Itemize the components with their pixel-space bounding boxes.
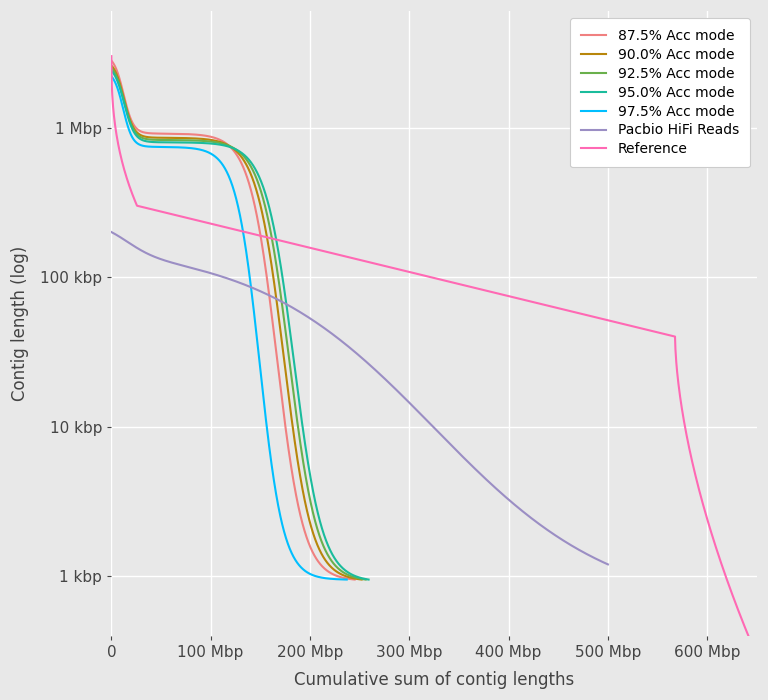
95.0% Acc mode — [133, 133, 142, 141]
92.5% Acc mode — [361, 575, 370, 584]
Line: 90.0% Acc mode: 90.0% Acc mode — [111, 65, 362, 580]
Pacbio HiFi Reads — [157, 256, 167, 264]
92.5% Acc mode — [219, 140, 228, 148]
Line: 95.0% Acc mode: 95.0% Acc mode — [111, 71, 369, 580]
95.0% Acc mode — [220, 141, 230, 150]
92.5% Acc mode — [305, 494, 314, 502]
97.5% Acc mode — [210, 152, 220, 160]
Line: 92.5% Acc mode: 92.5% Acc mode — [111, 68, 366, 580]
97.5% Acc mode — [268, 470, 277, 479]
Line: 87.5% Acc mode: 87.5% Acc mode — [111, 61, 355, 580]
Reference — [157, 207, 166, 216]
Pacbio HiFi Reads — [326, 328, 335, 337]
90.0% Acc mode — [217, 138, 227, 146]
92.5% Acc mode — [281, 330, 290, 338]
Pacbio HiFi Reads — [107, 228, 116, 237]
Line: 97.5% Acc mode: 97.5% Acc mode — [111, 76, 346, 580]
92.5% Acc mode — [107, 64, 116, 72]
90.0% Acc mode — [279, 349, 288, 357]
97.5% Acc mode — [131, 137, 140, 146]
Line: Pacbio HiFi Reads: Pacbio HiFi Reads — [111, 232, 608, 564]
Reference — [379, 261, 388, 270]
90.0% Acc mode — [132, 128, 141, 136]
Y-axis label: Contig length (log): Contig length (log) — [11, 246, 29, 401]
Reference — [472, 284, 481, 293]
X-axis label: Cumulative sum of contig lengths: Cumulative sum of contig lengths — [294, 671, 574, 689]
Reference — [403, 267, 412, 276]
90.0% Acc mode — [107, 61, 116, 69]
97.5% Acc mode — [107, 72, 116, 80]
87.5% Acc mode — [214, 135, 223, 143]
87.5% Acc mode — [296, 514, 306, 522]
90.0% Acc mode — [306, 522, 316, 531]
90.0% Acc mode — [302, 505, 311, 513]
97.5% Acc mode — [342, 575, 351, 584]
Reference — [183, 214, 192, 222]
Pacbio HiFi Reads — [503, 494, 512, 503]
87.5% Acc mode — [274, 367, 283, 375]
97.5% Acc mode — [290, 555, 300, 564]
92.5% Acc mode — [210, 138, 219, 146]
95.0% Acc mode — [307, 481, 316, 489]
95.0% Acc mode — [107, 66, 116, 75]
92.5% Acc mode — [310, 513, 319, 522]
95.0% Acc mode — [283, 312, 293, 321]
87.5% Acc mode — [350, 575, 359, 584]
Pacbio HiFi Reads — [448, 442, 457, 451]
97.5% Acc mode — [295, 561, 304, 569]
87.5% Acc mode — [205, 132, 214, 141]
87.5% Acc mode — [301, 530, 310, 538]
Pacbio HiFi Reads — [307, 316, 316, 324]
95.0% Acc mode — [364, 575, 373, 584]
Pacbio HiFi Reads — [604, 560, 613, 568]
Legend: 87.5% Acc mode, 90.0% Acc mode, 92.5% Acc mode, 95.0% Acc mode, 97.5% Acc mode, : 87.5% Acc mode, 90.0% Acc mode, 92.5% Ac… — [571, 18, 750, 167]
87.5% Acc mode — [131, 124, 141, 132]
Line: Reference: Reference — [111, 56, 752, 645]
95.0% Acc mode — [210, 140, 220, 148]
92.5% Acc mode — [133, 130, 142, 139]
Reference — [392, 265, 401, 273]
Reference — [747, 640, 756, 649]
97.5% Acc mode — [202, 148, 211, 156]
95.0% Acc mode — [312, 503, 321, 512]
90.0% Acc mode — [357, 575, 366, 584]
90.0% Acc mode — [208, 136, 217, 144]
Pacbio HiFi Reads — [494, 486, 503, 495]
87.5% Acc mode — [107, 57, 116, 65]
Reference — [107, 52, 116, 60]
